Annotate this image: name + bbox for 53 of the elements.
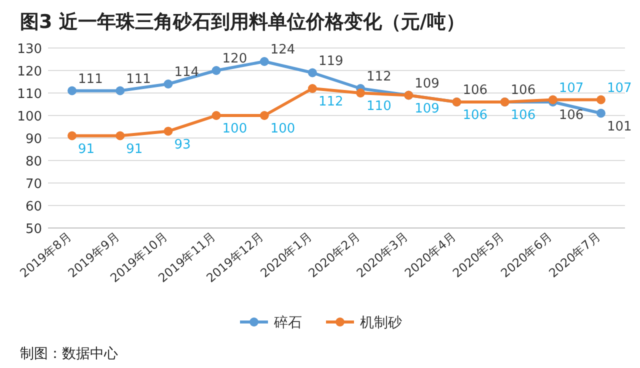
point <box>260 111 269 120</box>
y-tick-label: 70 <box>25 177 42 192</box>
data-label: 109 <box>414 101 440 116</box>
point <box>548 95 558 104</box>
point <box>212 111 221 120</box>
data-label: 106 <box>510 83 536 98</box>
y-tick-label: 120 <box>17 64 42 80</box>
point <box>68 86 77 96</box>
text: 制图：数据中心 <box>20 346 118 362</box>
data-label: 100 <box>270 122 296 136</box>
y-tick-label: 130 <box>17 42 42 57</box>
title: 图3 近一年珠三角砂石到用料单位价格变化（元/吨） <box>20 11 465 33</box>
data-label: 100 <box>222 122 248 136</box>
data-label: 101 <box>606 119 632 134</box>
data-label: 124 <box>270 42 296 58</box>
point <box>164 126 173 136</box>
point <box>116 86 125 96</box>
point <box>596 95 606 104</box>
legend-label: 碎石 <box>273 315 302 331</box>
data-label: 93 <box>174 137 191 152</box>
point <box>308 68 317 78</box>
data-label: 106 <box>558 108 584 123</box>
data-label: 111 <box>78 72 103 87</box>
y-tick-label: 110 <box>17 87 42 102</box>
data-label: 106 <box>462 83 488 98</box>
y-tick-label: 50 <box>25 222 42 237</box>
data-label: 109 <box>414 76 440 92</box>
data-label: 120 <box>222 52 248 66</box>
point <box>68 131 77 140</box>
point <box>308 84 317 93</box>
data-label: 107 <box>606 80 632 96</box>
point <box>596 108 606 118</box>
data-label: 112 <box>318 94 344 110</box>
point <box>164 80 173 88</box>
data-label: 111 <box>126 72 151 87</box>
y-tick-label: 80 <box>25 154 42 170</box>
data-label: 110 <box>366 99 392 114</box>
data-label: 91 <box>126 142 143 157</box>
y-tick-label: 100 <box>17 110 42 124</box>
point <box>356 88 366 98</box>
data-label: 106 <box>510 108 536 123</box>
y-tick-label: 90 <box>25 132 42 147</box>
point <box>212 66 221 75</box>
data-label: 119 <box>318 54 344 69</box>
data-label: 91 <box>78 142 95 157</box>
point <box>260 57 269 66</box>
data-label: 107 <box>558 80 584 96</box>
data-label: 114 <box>174 65 200 80</box>
legend-label: 机制砂 <box>360 315 402 331</box>
y-tick-label: 60 <box>25 200 42 214</box>
data-label: 106 <box>462 108 488 123</box>
point <box>116 131 125 140</box>
data-label: 112 <box>366 70 392 84</box>
